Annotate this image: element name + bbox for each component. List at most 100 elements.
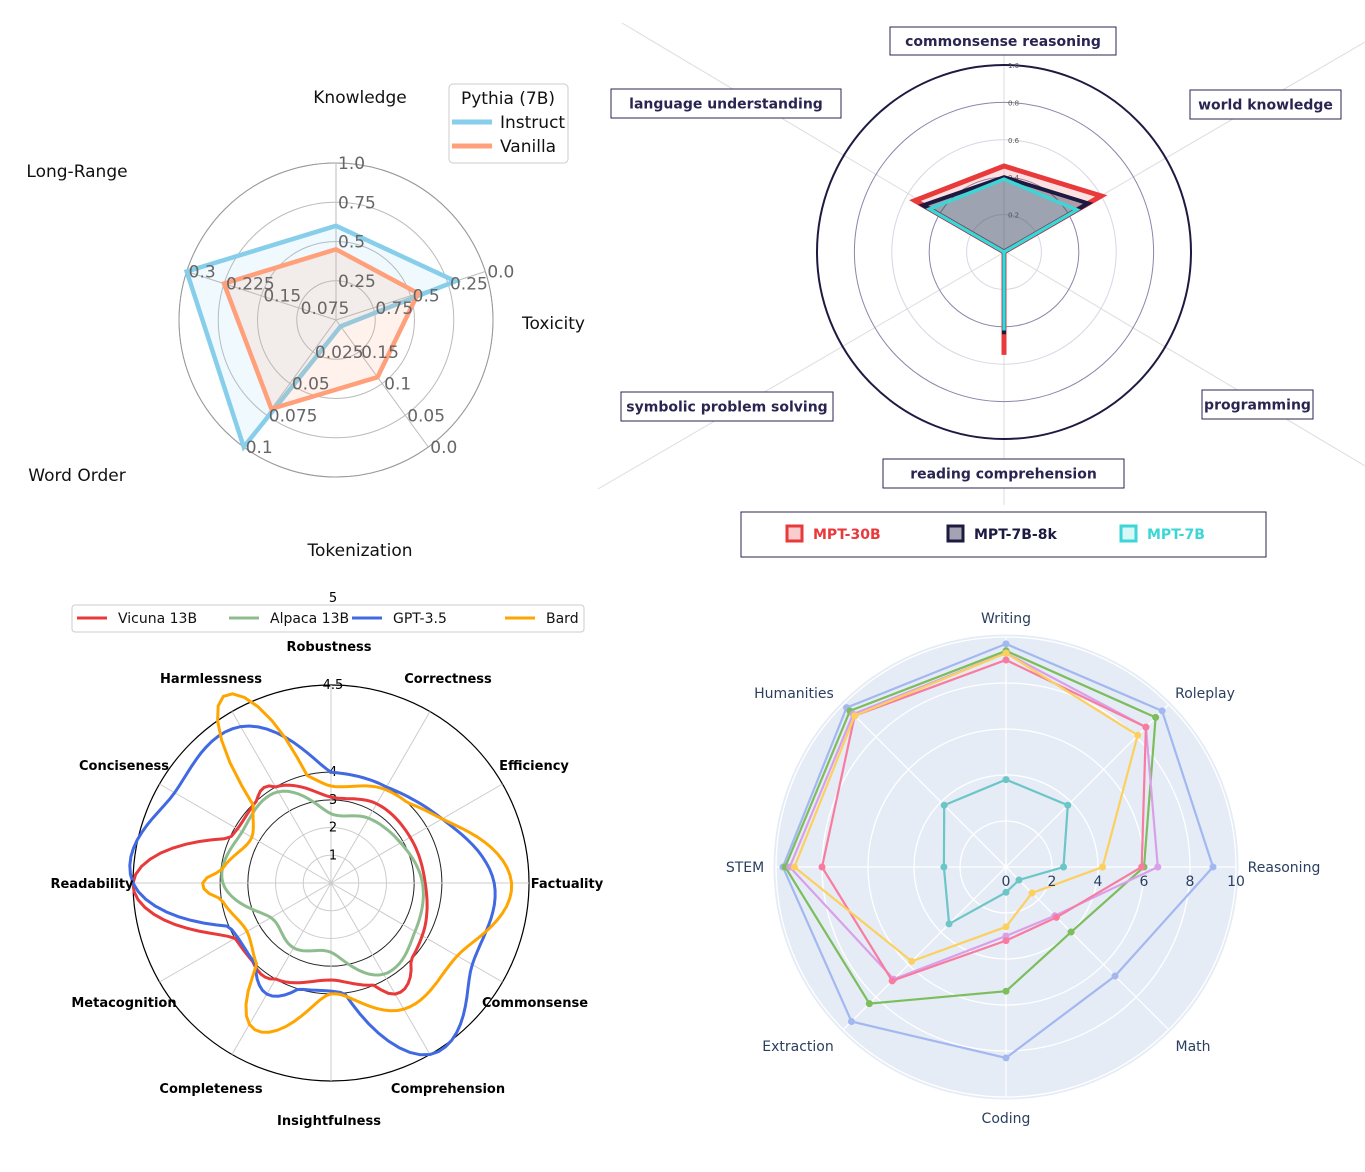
series-1-point-coding xyxy=(1002,1054,1010,1062)
series-5-point-stem xyxy=(790,863,798,871)
category-box-world-knowledge xyxy=(1189,89,1342,120)
axis-label-symbolic-problem-solving: symbolic problem solving xyxy=(626,400,827,416)
tick-label: 0.75 xyxy=(375,299,413,319)
series-6-point-roleplay xyxy=(1064,801,1072,809)
series-mpt-30b-line xyxy=(909,163,1108,355)
axis-label-humanities: Humanities xyxy=(754,686,834,702)
series-2-point-math xyxy=(1067,928,1075,936)
axis-label-toxicity: Toxicity xyxy=(521,314,585,334)
tick-label: 4 xyxy=(1094,874,1103,890)
category-box-symbolic-problem-solving xyxy=(620,391,834,422)
legend-label-vicuna-13b: Vicuna 13B xyxy=(118,611,197,627)
axis-label-reasoning: Reasoning xyxy=(1248,860,1321,876)
tick-label: 0.0 xyxy=(430,438,457,458)
tick-label: 4.5 xyxy=(323,678,344,693)
series-1-point-math xyxy=(1111,972,1119,980)
tick-label: 0.75 xyxy=(338,193,376,213)
series-vanilla-line xyxy=(221,246,422,412)
point-instruct-long-range xyxy=(185,269,189,273)
series-bard-line xyxy=(201,692,514,1034)
point-instruct-toxicity xyxy=(453,279,457,283)
legend-label-mpt-7b-8k: MPT-7B-8k xyxy=(974,527,1057,543)
axis-label-word-order: Word Order xyxy=(28,466,125,486)
axis-label-metacognition: Metacognition xyxy=(71,996,176,1011)
axis-label-robustness: Robustness xyxy=(286,640,371,655)
legend-box xyxy=(448,83,569,164)
category-box-language-understanding xyxy=(610,88,842,119)
spoke xyxy=(330,711,431,884)
series-4-point-extraction xyxy=(888,977,896,985)
spoke xyxy=(1005,703,1170,868)
axis-label-efficiency: Efficiency xyxy=(499,759,569,774)
series-6-point-reasoning xyxy=(1060,863,1067,871)
tick-label: 0.2 xyxy=(1008,212,1019,220)
spoke xyxy=(186,271,337,321)
chart-1-pythia: 1.00.750.50.25 0.00.250.50.750.00.050.10.… xyxy=(26,83,585,561)
tick-label: 1 xyxy=(329,848,337,863)
outer-ring xyxy=(816,64,1192,440)
point-instruct-knowledge xyxy=(334,224,338,228)
axis-label-knowledge: Knowledge xyxy=(313,88,406,108)
series-4-point-coding xyxy=(1002,937,1010,945)
tick-label: 0.5 xyxy=(413,287,440,307)
series-4-point-writing xyxy=(1002,656,1010,664)
series-2-point-extraction xyxy=(865,1000,873,1008)
axis-label-comprehension: Comprehension xyxy=(391,1082,505,1097)
legend-swatch-mpt-7b xyxy=(1119,524,1138,543)
tick-label: 0.1 xyxy=(384,375,411,395)
spoke xyxy=(231,882,332,1055)
axis-label-correctness: Correctness xyxy=(404,672,492,687)
series-2-point-coding xyxy=(1002,987,1010,995)
axis-label-insightfulness: Insightfulness xyxy=(277,1114,381,1129)
axis-label-factuality: Factuality xyxy=(531,877,604,892)
tick-label: 0.6 xyxy=(1008,137,1020,145)
tick-label: 0 xyxy=(1002,874,1011,890)
axis-label-math: Math xyxy=(1175,1039,1210,1055)
series-4-point-roleplay xyxy=(1142,723,1150,731)
tick-label: 0.075 xyxy=(301,299,350,319)
spoke xyxy=(335,271,486,321)
point-vanilla-word-order xyxy=(269,407,273,411)
point-vanilla-toxicity xyxy=(416,291,420,295)
legend-label-mpt-7b: MPT-7B xyxy=(1147,527,1205,543)
axis-label-language-understanding: language understanding xyxy=(629,97,823,113)
axis-label-programming: programming xyxy=(1204,398,1311,414)
spoke xyxy=(330,783,503,884)
spoke xyxy=(159,882,332,983)
legend-label-alpaca-13b: Alpaca 13B xyxy=(270,611,349,627)
legend-label-mpt-30b: MPT-30B xyxy=(813,527,881,543)
series-mpt-7b-line xyxy=(925,177,1081,331)
series-1-point-extraction xyxy=(847,1018,855,1026)
axis-label-completeness: Completeness xyxy=(159,1082,262,1097)
series-instruct-line xyxy=(183,223,462,452)
tick-label: 0.225 xyxy=(226,275,275,295)
point-vanilla-long-range xyxy=(222,282,226,286)
series-4-point-reasoning xyxy=(1138,863,1146,871)
tick-label: 0.25 xyxy=(450,275,488,295)
point-instruct-word-order xyxy=(242,445,246,449)
tick-label: 0.15 xyxy=(263,287,301,307)
tick-label: 0.5 xyxy=(338,233,365,253)
series-5-point-math xyxy=(1028,889,1036,897)
series-5-point-extraction xyxy=(908,957,916,965)
axis-label-conciseness: Conciseness xyxy=(79,759,169,774)
category-box-reading-comprehension xyxy=(882,458,1125,489)
series-6-point-humanities xyxy=(940,801,948,809)
axis-label-stem: STEM xyxy=(726,860,764,876)
tick-label: 8 xyxy=(1186,874,1195,890)
tick-label: 0.3 xyxy=(189,262,216,282)
tick-label: 0.25 xyxy=(338,272,376,292)
axis-label-harmlessness: Harmlessness xyxy=(160,672,262,687)
spoke xyxy=(330,882,431,1055)
series-5-point-reasoning xyxy=(1099,863,1107,871)
axis-label-roleplay: Roleplay xyxy=(1175,686,1235,702)
series-6-point-writing xyxy=(1002,776,1010,784)
axis-label-coding: Coding xyxy=(982,1111,1031,1127)
series-5-point-coding xyxy=(1002,923,1010,931)
tick-label: 0.05 xyxy=(292,375,330,395)
tick-label: 0.8 xyxy=(1008,99,1019,107)
grid-ring xyxy=(853,101,1155,403)
axis-label-commonsense-reasoning: commonsense reasoning xyxy=(905,34,1101,50)
series-1-point-writing xyxy=(1002,640,1010,648)
axis-label-writing: Writing xyxy=(981,611,1031,627)
